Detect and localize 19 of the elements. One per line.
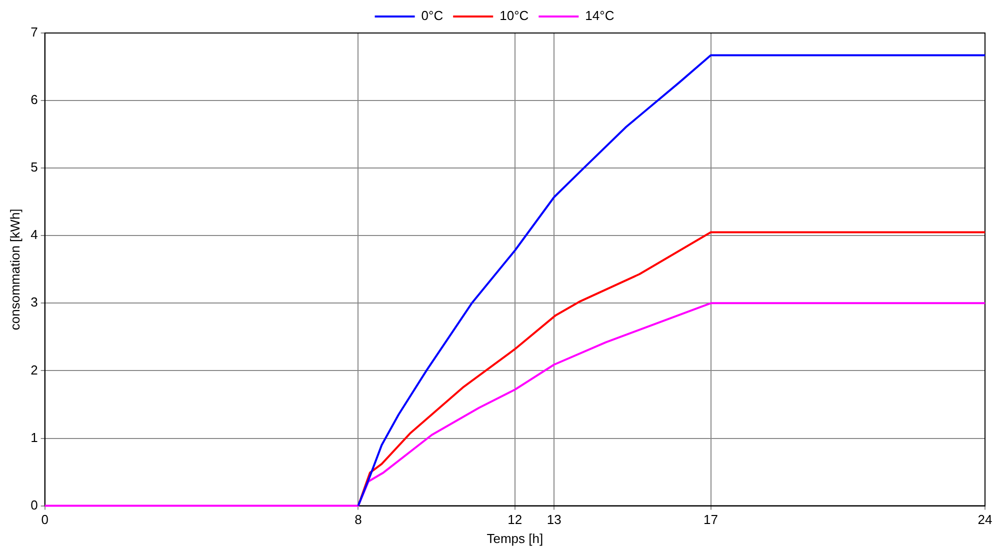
x-tick-label: 17	[704, 512, 718, 528]
x-tick-label: 13	[546, 512, 562, 528]
legend-label: 14°C	[585, 8, 614, 24]
legend-label: 10°C	[500, 8, 529, 24]
y-tick-label: 6	[30, 92, 38, 108]
x-tick-label: 8	[354, 512, 362, 528]
y-tick-label: 1	[30, 430, 38, 445]
x-axis-title: Temps [h]	[486, 530, 544, 546]
x-tick-label: 0	[41, 512, 48, 528]
x-tick-label: 24	[978, 512, 992, 528]
y-tick-label: 7	[30, 24, 38, 40]
y-tick-label: 5	[30, 160, 38, 175]
x-tick-label: 12	[508, 512, 522, 528]
y-tick-label: 2	[30, 362, 38, 378]
y-tick-label: 4	[30, 227, 38, 242]
y-tick-label: 0	[30, 497, 38, 512]
y-tick-label: 3	[30, 294, 38, 310]
y-axis-title: consommation [kWh]	[7, 208, 22, 330]
legend-label: 0°C	[421, 8, 444, 24]
